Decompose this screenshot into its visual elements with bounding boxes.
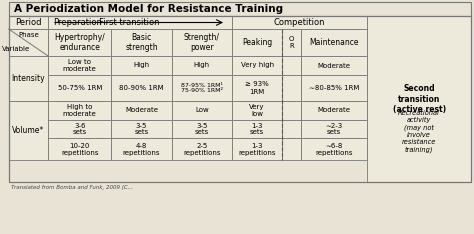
Bar <box>283 101 301 120</box>
Text: Very
low: Very low <box>249 104 265 117</box>
Bar <box>9 2 471 16</box>
Text: Moderate: Moderate <box>318 107 351 113</box>
Text: Phase: Phase <box>18 32 39 38</box>
Bar <box>172 120 232 138</box>
Bar <box>232 29 283 56</box>
Bar <box>232 101 283 120</box>
Bar <box>9 101 48 160</box>
Text: Low: Low <box>195 107 209 113</box>
Bar <box>283 29 301 56</box>
Text: 3-5
sets: 3-5 sets <box>134 123 149 135</box>
Text: 50-75% 1RM: 50-75% 1RM <box>57 85 102 91</box>
Text: Low to
moderate: Low to moderate <box>63 59 97 72</box>
Text: ≥ 93%
1RM: ≥ 93% 1RM <box>245 81 269 95</box>
Bar <box>111 75 172 101</box>
Text: ∼6-8
repetitions: ∼6-8 repetitions <box>315 143 353 156</box>
Text: First transition: First transition <box>99 18 159 27</box>
Text: Second
transition
(active rest): Second transition (active rest) <box>392 84 446 114</box>
Bar <box>172 101 232 120</box>
Bar <box>232 120 283 138</box>
Text: High: High <box>133 62 149 69</box>
Bar <box>48 120 111 138</box>
Text: 2-5
repetitions: 2-5 repetitions <box>183 143 220 156</box>
Text: Recreational
activity
(may not
involve
resistance
training): Recreational activity (may not involve r… <box>398 110 440 153</box>
Bar <box>48 138 111 160</box>
Bar <box>9 56 48 101</box>
Bar <box>232 56 283 75</box>
Text: Basic
strength: Basic strength <box>125 33 158 52</box>
Text: 80-90% 1RM: 80-90% 1RM <box>119 85 164 91</box>
Text: Very high: Very high <box>240 62 273 69</box>
Bar <box>48 29 111 56</box>
Text: Period: Period <box>15 18 42 27</box>
Bar <box>9 16 471 182</box>
Bar <box>232 75 283 101</box>
Text: 4-8
repetitions: 4-8 repetitions <box>123 143 160 156</box>
Bar <box>283 120 301 138</box>
Bar <box>232 16 367 29</box>
Text: 1-3
sets: 1-3 sets <box>250 123 264 135</box>
Bar <box>111 29 172 56</box>
Bar <box>172 56 232 75</box>
Bar <box>367 16 471 182</box>
Text: Moderate: Moderate <box>318 62 351 69</box>
Text: Moderate: Moderate <box>125 107 158 113</box>
Bar <box>301 120 367 138</box>
Bar <box>172 138 232 160</box>
Bar <box>48 101 111 120</box>
Bar <box>9 29 48 56</box>
Text: 1-3
repetitions: 1-3 repetitions <box>238 143 276 156</box>
Bar <box>111 56 172 75</box>
Text: Preparation: Preparation <box>53 18 102 27</box>
Text: ∼80-85% 1RM: ∼80-85% 1RM <box>309 85 359 91</box>
Bar <box>301 138 367 160</box>
Text: 3-5
sets: 3-5 sets <box>195 123 209 135</box>
Bar <box>301 29 367 56</box>
Text: High: High <box>194 62 210 69</box>
Bar <box>283 56 301 75</box>
Text: Maintenance: Maintenance <box>310 38 359 47</box>
Bar <box>48 75 111 101</box>
Bar <box>301 101 367 120</box>
Bar <box>111 138 172 160</box>
Text: O
R: O R <box>289 36 294 49</box>
Text: Variable: Variable <box>2 46 31 52</box>
Text: 87-95% 1RM¹
75-90% 1RM²: 87-95% 1RM¹ 75-90% 1RM² <box>181 83 223 93</box>
Bar <box>172 75 232 101</box>
Bar <box>9 16 48 29</box>
Bar <box>232 138 283 160</box>
Text: Intensity: Intensity <box>11 74 45 83</box>
Text: Competition: Competition <box>274 18 325 27</box>
Text: 10-20
repetitions: 10-20 repetitions <box>61 143 99 156</box>
Bar <box>111 120 172 138</box>
Text: ∼2-3
sets: ∼2-3 sets <box>326 123 343 135</box>
Text: Peaking: Peaking <box>242 38 272 47</box>
Text: A Periodization Model for Resistance Training: A Periodization Model for Resistance Tra… <box>13 4 283 14</box>
Bar <box>301 56 367 75</box>
Text: High to
moderate: High to moderate <box>63 104 97 117</box>
Bar <box>301 75 367 101</box>
Bar <box>283 138 301 160</box>
Text: 3-6
sets: 3-6 sets <box>73 123 87 135</box>
Text: Translated from Bomba and Funk, 2009 (C...: Translated from Bomba and Funk, 2009 (C.… <box>10 186 133 190</box>
Text: Strength/
power: Strength/ power <box>184 33 220 52</box>
Text: Volume*: Volume* <box>12 126 45 135</box>
Bar <box>172 29 232 56</box>
Bar <box>283 75 301 101</box>
Bar <box>48 16 232 29</box>
Bar <box>111 101 172 120</box>
Text: Hypertrophy/
endurance: Hypertrophy/ endurance <box>55 33 105 52</box>
Bar <box>48 56 111 75</box>
